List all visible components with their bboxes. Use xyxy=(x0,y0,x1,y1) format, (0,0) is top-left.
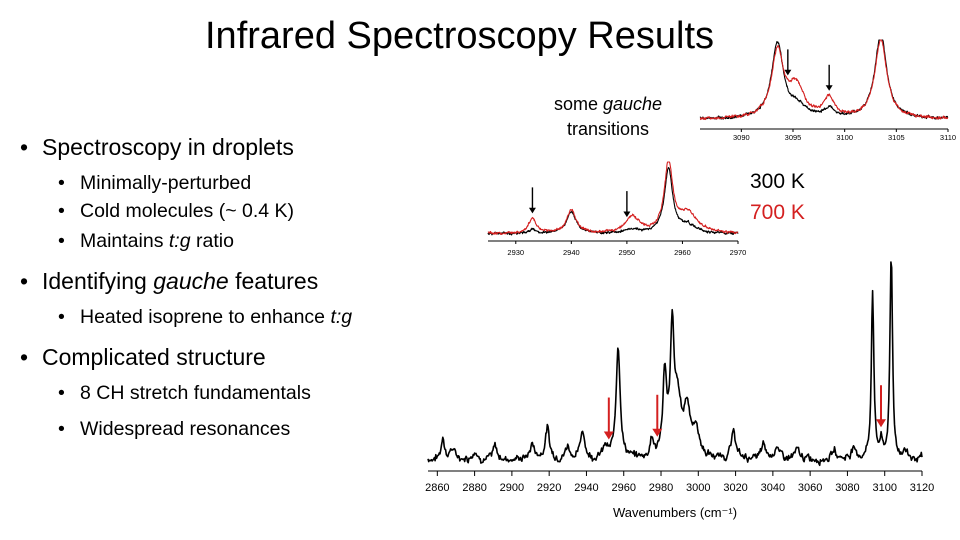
x-tick-label: 3105 xyxy=(888,133,905,142)
peak-arrow xyxy=(784,49,792,76)
x-axis-label: Wavenumbers (cm⁻¹) xyxy=(613,505,737,520)
peak-arrow xyxy=(623,191,631,218)
x-tick-label: 3000 xyxy=(686,482,710,494)
x-tick-label: 2960 xyxy=(674,248,691,257)
bullet-text: t:g xyxy=(168,230,191,252)
sub-bullet-item: • Widespread resonances xyxy=(58,418,290,441)
gauche-annotation: some gauche transitions xyxy=(528,92,688,142)
bullet-glyph: • xyxy=(20,134,29,160)
bullet-text: Complicated structure xyxy=(42,344,266,370)
peak-arrow xyxy=(603,397,614,440)
annotation-line-2: transitions xyxy=(566,119,650,140)
bullet-glyph: • xyxy=(20,344,29,370)
x-tick-label: 3095 xyxy=(785,133,802,142)
bullet-glyph: • xyxy=(58,418,65,440)
x-tick-label: 2960 xyxy=(611,482,635,494)
bullet-text: t:g xyxy=(330,306,353,328)
inset-high-chart: 3090 3095 3100 3105 3110 xyxy=(699,39,956,142)
bullet-text: Maintains xyxy=(80,230,169,252)
peak-arrow xyxy=(652,394,663,437)
bullet-text: Cold molecules (~ 0.4 K) xyxy=(80,200,295,222)
x-tick-label: 2940 xyxy=(563,248,580,257)
x-tick-label: 2900 xyxy=(500,482,524,494)
peak-arrow xyxy=(875,385,886,428)
main-spectrum-chart: 2860 2880 2900 2920 2940 2960 2980 3000 3020 3040… xyxy=(425,261,934,520)
bullet-text: features xyxy=(228,268,319,294)
x-tick-label: 2920 xyxy=(537,482,561,494)
sub-bullet-item: • Maintains t:g ratio xyxy=(58,230,234,253)
bullet-item: • Spectroscopy in droplets xyxy=(20,134,294,161)
sub-bullet-item: • Heated isoprene to enhance t:g xyxy=(58,306,352,329)
spectrum-series-line xyxy=(427,261,923,467)
bullet-text: Spectroscopy in droplets xyxy=(42,134,294,160)
bullet-text: Identifying xyxy=(42,268,154,294)
annotation-italic: gauche xyxy=(602,94,663,114)
x-tick-label: 3120 xyxy=(910,482,934,494)
annotation-line-1: some gauche xyxy=(528,92,688,117)
bullet-glyph: • xyxy=(58,200,65,222)
x-tick-label: 2880 xyxy=(462,482,486,494)
sub-bullet-item: • Minimally-perturbed xyxy=(58,172,251,195)
sub-bullet-item: • Cold molecules (~ 0.4 K) xyxy=(58,200,294,223)
bullet-text: ratio xyxy=(190,230,234,252)
x-tick-label: 2950 xyxy=(619,248,636,257)
bullet-text: 8 CH stretch fundamentals xyxy=(80,382,311,404)
bullet-text: Widespread resonances xyxy=(80,418,291,440)
bullet-glyph: • xyxy=(58,172,65,194)
inset-low-chart: 2930 2940 2950 2960 2970 xyxy=(487,161,747,257)
sub-bullet-item: • 8 CH stretch fundamentals xyxy=(58,382,311,405)
peak-arrow xyxy=(528,187,536,214)
peak-arrow xyxy=(825,64,833,91)
x-tick-label: 2860 xyxy=(425,482,449,494)
legend-300k: 300 K xyxy=(750,170,805,193)
spectrum-series-line xyxy=(699,39,949,120)
x-tick-label: 3100 xyxy=(836,133,853,142)
bullet-text: Minimally-perturbed xyxy=(80,172,252,194)
x-tick-label: 2940 xyxy=(574,482,598,494)
bullet-text: gauche xyxy=(153,268,229,294)
spectrum-series-line xyxy=(487,166,739,236)
x-tick-label: 3090 xyxy=(733,133,750,142)
bullet-glyph: • xyxy=(58,230,65,252)
x-tick-label: 3060 xyxy=(798,482,822,494)
x-tick-label: 3040 xyxy=(761,482,785,494)
x-tick-label: 2970 xyxy=(730,248,747,257)
spectrum-series-line xyxy=(699,39,949,121)
bullet-glyph: • xyxy=(58,382,65,404)
x-tick-label: 3100 xyxy=(872,482,896,494)
x-tick-label: 2980 xyxy=(649,482,673,494)
bullet-item: • Identifying gauche features xyxy=(20,268,318,295)
bullet-glyph: • xyxy=(20,268,29,294)
x-tick-label: 2930 xyxy=(507,248,524,257)
annotation-text: some xyxy=(553,94,603,114)
slide-title: Infrared Spectroscopy Results xyxy=(205,15,715,57)
x-tick-label: 3080 xyxy=(835,482,859,494)
spectrum-series-line xyxy=(487,161,739,235)
legend-700k: 700 K xyxy=(750,201,805,224)
bullet-glyph: • xyxy=(58,306,65,328)
x-tick-label: 3110 xyxy=(940,133,956,142)
bullet-item: • Complicated structure xyxy=(20,344,266,371)
bullet-text: Heated isoprene to enhance xyxy=(80,306,331,328)
x-tick-label: 3020 xyxy=(723,482,747,494)
